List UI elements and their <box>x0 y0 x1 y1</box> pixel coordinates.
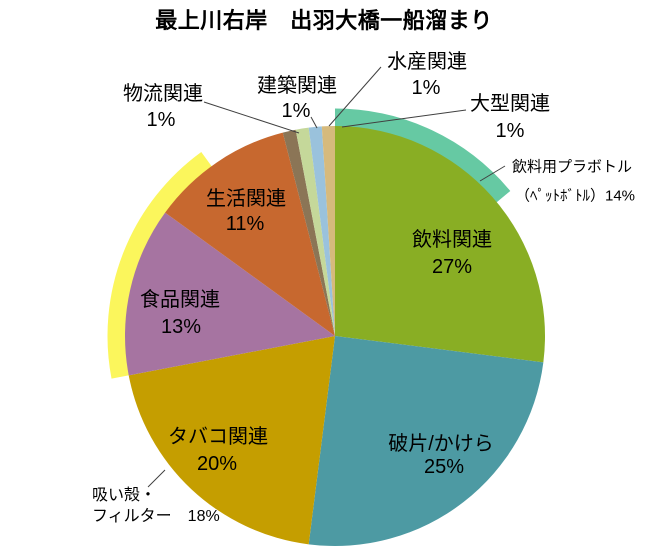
pie-slice-3 <box>125 212 335 376</box>
slice-label-beverage: 飲料関連 <box>412 229 492 251</box>
pie-slice-8 <box>321 126 335 336</box>
pie-slice-5 <box>282 129 335 336</box>
slice-pct-logistics: 1% <box>146 109 176 131</box>
highlight-label-cigarette-line1: 吸い殻・ <box>92 487 157 504</box>
pie-slice-6 <box>295 127 335 336</box>
highlight-label-cigarette-line2: フィルター 18% <box>92 508 220 525</box>
highlight-arc-1 <box>107 151 213 379</box>
slice-label-large-items: 大型関連 <box>470 93 550 115</box>
slice-label-tobacco: タバコ関連 <box>168 426 268 448</box>
leader-line-0 <box>203 101 300 134</box>
leader-line-1 <box>310 116 318 129</box>
slice-pct-construction: 1% <box>281 100 311 122</box>
pie-slice-2 <box>128 336 335 545</box>
highlight-arc-0 <box>334 108 511 204</box>
pie-slice-1 <box>308 336 544 546</box>
slice-pct-beverage: 27% <box>431 256 473 278</box>
slice-pct-fishery: 1% <box>411 77 441 99</box>
slice-pct-daily-life: 11% <box>225 213 265 235</box>
pie-slice-7 <box>308 126 335 336</box>
slice-label-fishery: 水産関連 <box>387 51 467 73</box>
highlight-label-petbottle-line2: （ﾍﾟｯﾄﾎﾞﾄﾙ）14% <box>514 187 636 205</box>
slice-pct-large-items: 1% <box>495 120 525 142</box>
slice-label-fragments: 破片/かけら <box>388 433 494 455</box>
leader-line-5 <box>147 469 166 488</box>
slice-pct-tobacco: 20% <box>196 453 238 475</box>
slice-label-daily-life: 生活関連 <box>206 188 286 210</box>
slice-pct-fragments: 25% <box>423 456 465 478</box>
leader-line-3 <box>341 109 467 128</box>
chart-title: 最上川右岸 出羽大橋一船溜まり <box>155 8 493 33</box>
slice-label-construction: 建築関連 <box>257 75 337 97</box>
leader-line-4 <box>479 165 506 182</box>
pie-slice-0 <box>335 126 545 363</box>
slice-label-logistics: 物流関連 <box>123 83 203 105</box>
leader-line-2 <box>328 66 382 127</box>
slice-pct-food: 13% <box>160 316 202 338</box>
slice-label-food: 食品関連 <box>140 289 220 311</box>
pie-slice-4 <box>165 132 335 336</box>
highlight-label-petbottle-line1: 飲料用プラボトル <box>511 158 633 176</box>
